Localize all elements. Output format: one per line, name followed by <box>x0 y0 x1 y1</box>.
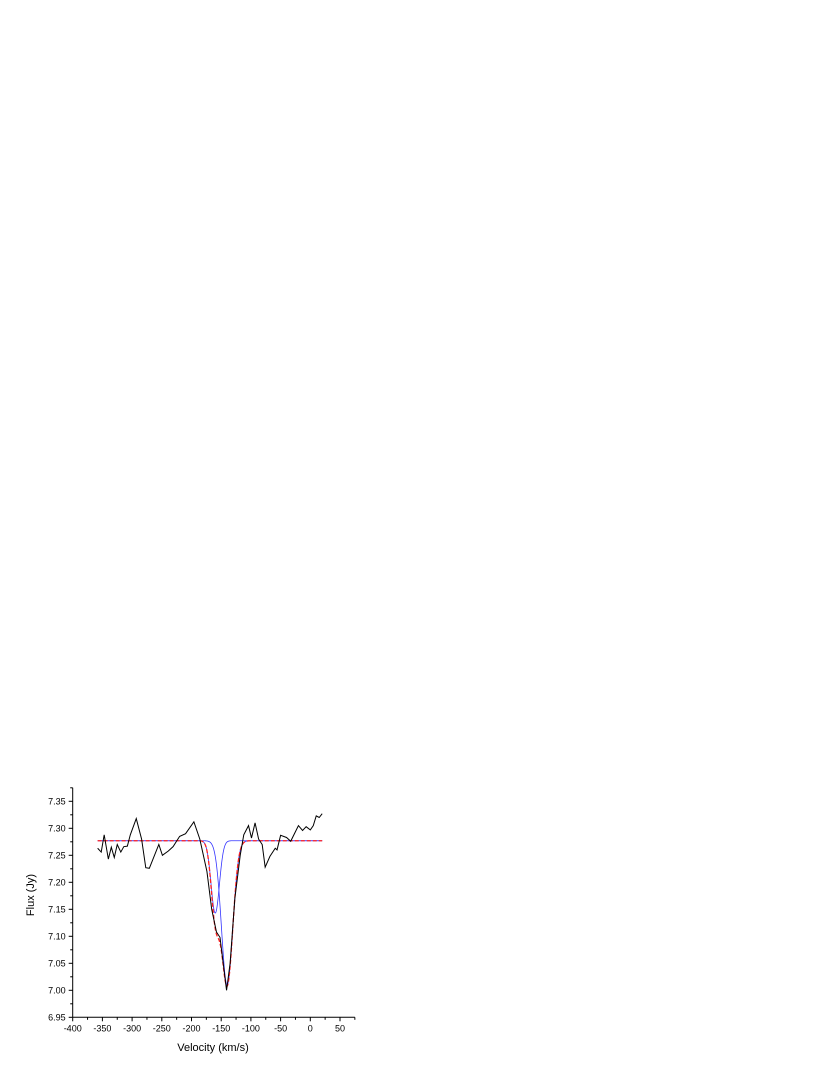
x-tick-label: -200 <box>182 1023 200 1033</box>
total-fit-curve <box>97 840 323 987</box>
x-tick-label: -50 <box>274 1023 287 1033</box>
y-tick-label: 6.95 <box>48 1012 66 1022</box>
plot-curves <box>97 813 323 991</box>
x-tick-label: -400 <box>64 1023 82 1033</box>
x-tick-label: 50 <box>335 1023 345 1033</box>
y-axis-label: Flux (Jy) <box>25 874 37 916</box>
fit-component-2 <box>97 840 323 986</box>
y-tick-label: 7.05 <box>48 958 66 968</box>
x-tick-label: -300 <box>123 1023 141 1033</box>
y-tick-label: 7.15 <box>48 904 66 914</box>
x-tick-label: -350 <box>93 1023 111 1033</box>
axes: -400 -350 -300 -250 -200 -150 -100 -50 0 50 6.95 7.… <box>48 787 356 1033</box>
x-tick-label: -250 <box>153 1023 171 1033</box>
x-tick-label: 0 <box>308 1023 313 1033</box>
y-tick-label: 7.00 <box>48 985 66 995</box>
y-tick-label: 7.35 <box>48 796 66 806</box>
y-tick-label: 7.10 <box>48 931 66 941</box>
observed-spectrum-line <box>97 813 323 991</box>
x-tick-label: -150 <box>212 1023 230 1033</box>
y-tick-label: 7.30 <box>48 823 66 833</box>
y-tick-label: 7.25 <box>48 850 66 860</box>
y-tick-label: 7.20 <box>48 877 66 887</box>
x-axis-label: Velocity (km/s) <box>177 1042 249 1054</box>
x-tick-label: -100 <box>242 1023 260 1033</box>
